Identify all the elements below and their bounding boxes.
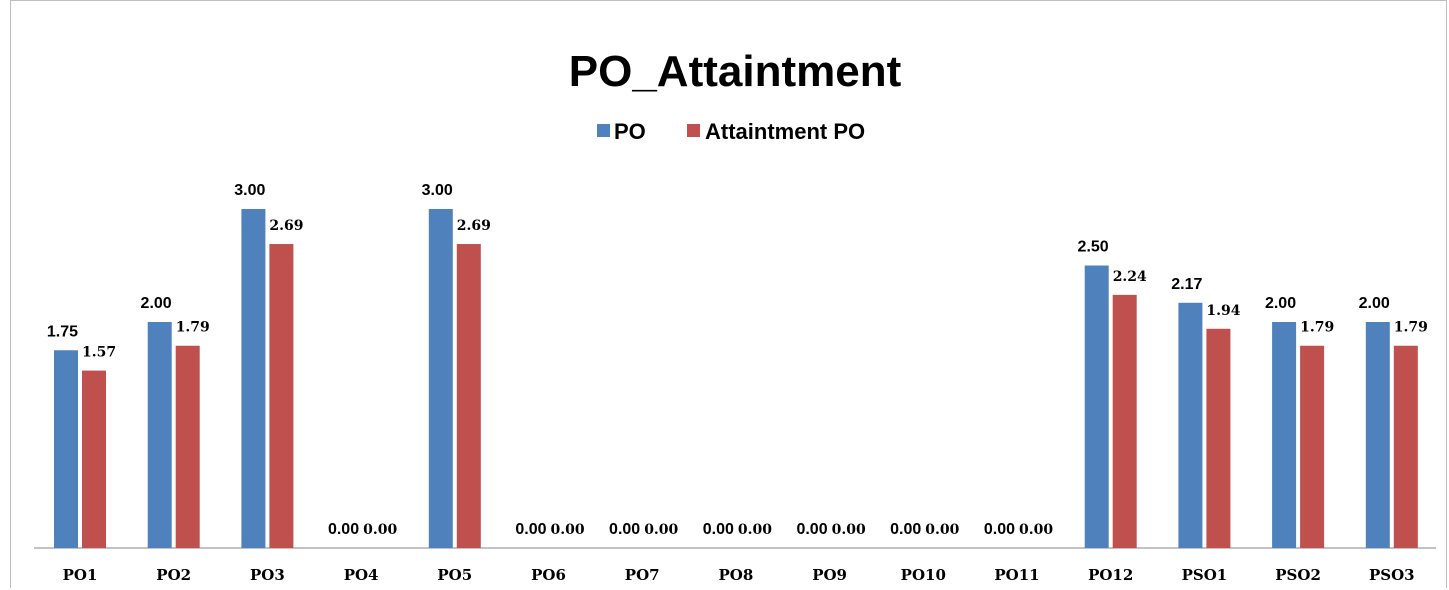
- x-tick-pso1: PSO1: [1182, 566, 1228, 584]
- x-tick-pso2: PSO2: [1275, 566, 1321, 584]
- legend-label-po: PO: [614, 119, 646, 144]
- x-tick-po8: PO8: [719, 566, 754, 584]
- x-tick-labels-group: PO1 PO2 PO3 PO4 PO5 PO6 PO7 PO8 PO9 PO10 PO11 PO12 P…: [63, 566, 1415, 584]
- bar-po-po1: [54, 350, 78, 548]
- bar-attaintment-pso3: [1393, 345, 1418, 548]
- data-labels-group: 1.751.572.001.793.002.690.00 0.003.002.69…: [47, 182, 1428, 538]
- label-attaintment-po7: 0.00: [644, 522, 678, 538]
- label-po-po2: 2.00: [141, 295, 172, 312]
- legend-label-attaintment-po: Attaintment PO: [705, 119, 865, 144]
- label-attaintment-po4: 0.00: [363, 522, 397, 538]
- chart-title: PO_Attaintment: [569, 47, 902, 96]
- label-po-po7: 0.00: [609, 521, 640, 538]
- bar-attaintment-po12: [1112, 294, 1137, 548]
- label-po-pso3: 2.00: [1359, 295, 1390, 312]
- label-attaintment-po5: 2.69: [457, 218, 491, 234]
- chart-frame: [10, 0, 1447, 588]
- bar-attaintment-pso1: [1206, 328, 1231, 548]
- label-po-po6: 0.00: [515, 521, 546, 538]
- legend-swatch-po: [597, 124, 610, 137]
- label-attaintment-pso1: 1.94: [1206, 303, 1240, 319]
- label-attaintment-po1: 1.57: [82, 345, 116, 361]
- label-attaintment-pso3: 1.79: [1394, 320, 1428, 336]
- x-tick-po10: PO10: [901, 566, 946, 584]
- label-attaintment-po3: 2.69: [269, 218, 303, 234]
- label-po-po9: 0.00: [796, 521, 827, 538]
- x-tick-po2: PO2: [156, 566, 191, 584]
- label-po-po3: 3.00: [234, 182, 265, 199]
- x-tick-po5: PO5: [437, 566, 472, 584]
- legend: PO Attaintment PO: [597, 119, 865, 144]
- bar-attaintment-po1: [82, 370, 106, 548]
- x-tick-po12: PO12: [1088, 566, 1133, 584]
- bar-po-po12: [1084, 265, 1109, 548]
- label-po-po11: 0.00: [984, 521, 1015, 538]
- label-po-pso2: 2.00: [1265, 295, 1296, 312]
- label-attaintment-po8: 0.00: [738, 522, 772, 538]
- x-tick-po9: PO9: [812, 566, 847, 584]
- x-tick-pso3: PSO3: [1369, 566, 1415, 584]
- label-attaintment-po11: 0.00: [1019, 522, 1053, 538]
- bar-po-po5: [428, 209, 453, 548]
- bar-attaintment-pso2: [1300, 345, 1325, 548]
- label-attaintment-pso2: 1.79: [1300, 320, 1334, 336]
- label-attaintment-po9: 0.00: [832, 522, 866, 538]
- label-po-po10: 0.00: [890, 521, 921, 538]
- x-tick-po3: PO3: [250, 566, 285, 584]
- bars-group: [54, 209, 1418, 548]
- label-attaintment-po10: 0.00: [925, 522, 959, 538]
- legend-swatch-attaintment-po: [687, 124, 700, 137]
- label-attaintment-po12: 2.24: [1113, 269, 1147, 285]
- x-tick-po11: PO11: [994, 566, 1039, 584]
- x-tick-po1: PO1: [63, 566, 98, 584]
- bar-attaintment-po5: [456, 244, 481, 548]
- bar-po-po2: [147, 322, 172, 548]
- x-tick-po7: PO7: [625, 566, 660, 584]
- label-attaintment-po2: 1.79: [176, 320, 210, 336]
- label-po-po8: 0.00: [703, 521, 734, 538]
- label-po-pso1: 2.17: [1171, 276, 1202, 293]
- label-po-po1: 1.75: [47, 323, 78, 340]
- bar-po-pso1: [1178, 302, 1203, 548]
- label-attaintment-po6: 0.00: [551, 522, 585, 538]
- bar-attaintment-po2: [175, 345, 200, 548]
- label-po-po4: 0.00: [328, 521, 359, 538]
- bar-attaintment-po3: [269, 244, 294, 548]
- x-tick-po6: PO6: [531, 566, 566, 584]
- bar-po-pso2: [1272, 322, 1297, 548]
- bar-po-pso3: [1365, 322, 1390, 548]
- label-po-po5: 3.00: [422, 182, 453, 199]
- x-tick-po4: PO4: [344, 566, 379, 584]
- label-po-po12: 2.50: [1078, 239, 1109, 256]
- bar-po-po3: [241, 209, 266, 548]
